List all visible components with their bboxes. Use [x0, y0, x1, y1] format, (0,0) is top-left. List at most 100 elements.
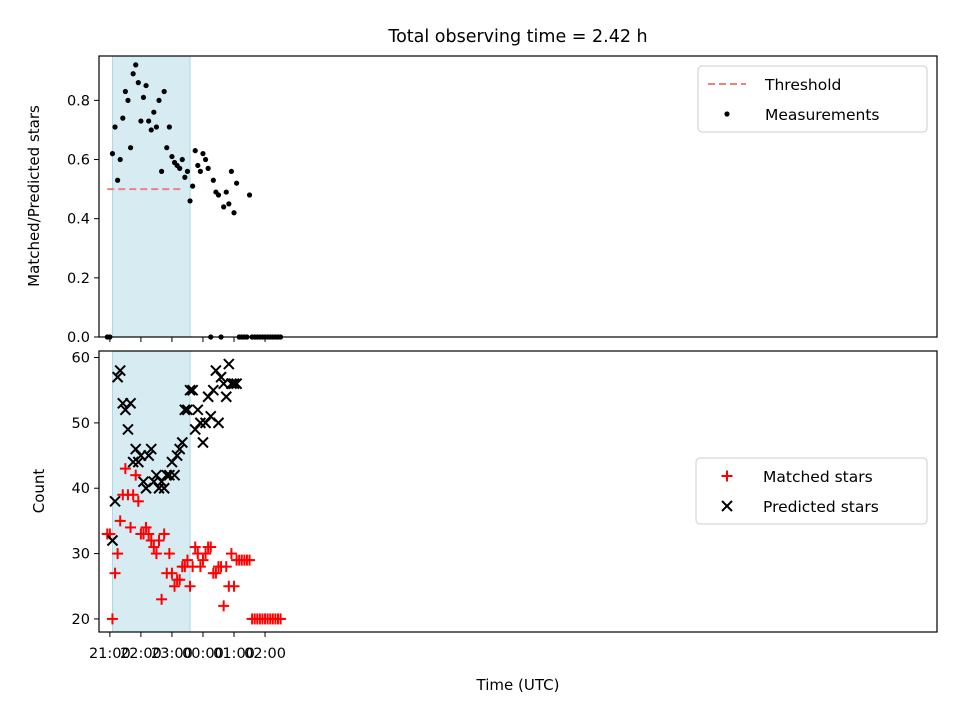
- matched-star-point: [132, 495, 144, 507]
- matched-star-point: [156, 593, 168, 605]
- matched-star-point: [197, 554, 209, 566]
- legend-matched-swatch: [721, 470, 733, 482]
- measurement-point: [156, 97, 162, 103]
- predicted-star-point: [228, 377, 240, 390]
- predicted-star-point: [184, 384, 196, 396]
- x-axis-label: Time (UTC): [476, 676, 560, 694]
- x-tick-label: 00:00: [182, 646, 224, 662]
- measurement-point: [202, 156, 209, 163]
- predicted-star-point: [153, 482, 165, 494]
- measurement-point: [215, 192, 222, 198]
- matched-star-point: [106, 613, 118, 625]
- legend-box: [695, 457, 928, 525]
- y-tick-label: 50: [72, 416, 90, 432]
- predicted-star-point: [142, 449, 155, 462]
- predicted-star-point: [215, 371, 227, 383]
- legend-box: [697, 65, 928, 133]
- y-tick-label: 0.4: [67, 212, 90, 228]
- predicted-star-point: [158, 482, 170, 494]
- measurement-point: [226, 201, 232, 207]
- predicted-star-point: [173, 443, 186, 455]
- measurement-point: [233, 180, 240, 186]
- measurement-point: [161, 88, 167, 95]
- matched-star-point: [194, 561, 206, 573]
- measurement-point: [205, 165, 211, 171]
- measurement-point: [210, 177, 216, 183]
- matched-star-point: [218, 600, 230, 612]
- measurement-point: [138, 118, 144, 124]
- measurement-point: [153, 124, 160, 130]
- observing-window-span: [111, 350, 191, 633]
- measurement-point: [158, 168, 165, 174]
- x-tick-label: 01:00: [213, 646, 255, 662]
- measurement-point: [182, 174, 188, 180]
- matched-star-point: [119, 463, 131, 475]
- top-plot-area: 0.0 0.2 0.4 0.6 0.8: [67, 55, 938, 346]
- bottom-axes-frame: [98, 350, 938, 633]
- chart-title: Total observing time = 2.42 h: [387, 27, 647, 47]
- matched-star-point: [166, 567, 178, 579]
- measurement-point: [135, 80, 141, 86]
- predicted-star-point: [181, 404, 194, 416]
- matched-star-point: [158, 528, 170, 540]
- x-tick-label: 02:00: [244, 646, 286, 662]
- measurement-point: [122, 88, 128, 95]
- x-tick-label: 21:00: [89, 646, 131, 662]
- matched-star-point: [127, 489, 139, 501]
- measurement-point: [151, 109, 157, 115]
- y-tick-label: 0.0: [67, 330, 90, 346]
- measurement-point: [120, 115, 126, 121]
- predicted-star-point: [194, 417, 207, 429]
- predicted-star-point: [223, 358, 235, 370]
- predicted-star-point: [168, 469, 181, 481]
- matched-star-point: [225, 548, 237, 560]
- predicted-star-point: [220, 391, 232, 403]
- matched-star-point: [205, 541, 217, 553]
- matched-star-point: [244, 554, 256, 566]
- predicted-star-point: [163, 469, 176, 481]
- measurement-point: [143, 82, 149, 89]
- top-legend: Threshold Measurements: [697, 65, 928, 133]
- measurement-point: [115, 177, 121, 183]
- measurement-point: [223, 189, 229, 195]
- predicted-star-point: [192, 404, 204, 416]
- x-tick-label: 23:00: [151, 646, 193, 662]
- matched-star-point: [184, 580, 196, 592]
- measurement-point: [146, 118, 152, 124]
- legend-measurements-label: Measurements: [765, 106, 880, 124]
- measurement-point: [190, 183, 196, 189]
- measurement-point: [133, 62, 139, 68]
- measurement-point: [148, 127, 154, 133]
- predicted-star-point: [122, 423, 134, 436]
- observing-window-span: [111, 55, 191, 338]
- measurement-point: [221, 204, 227, 210]
- measurement-point: [195, 162, 201, 169]
- y-tick-label: 60: [72, 351, 90, 367]
- predicted-star-point: [132, 456, 145, 468]
- y-tick-label: 40: [72, 481, 90, 497]
- predicted-star-point: [106, 534, 119, 547]
- matched-star-point: [114, 515, 126, 527]
- matched-star-point: [150, 548, 162, 560]
- matched-star-point: [210, 567, 222, 579]
- predicted-star-point: [124, 397, 137, 409]
- matched-star-point: [130, 469, 142, 481]
- matched-star-point: [169, 580, 181, 592]
- matched-star-point: [189, 541, 201, 553]
- measurement-point: [140, 94, 147, 101]
- predicted-star-point: [225, 377, 238, 390]
- matched-star-point: [143, 528, 155, 540]
- legend-measurements-swatch: [724, 111, 730, 117]
- measurement-point: [169, 153, 175, 160]
- matched-star-point: [140, 521, 152, 533]
- predicted-star-point: [145, 443, 157, 455]
- predicted-star-point: [179, 404, 191, 416]
- matched-star-point: [125, 521, 137, 533]
- bottom-panel: 20 30 40 50 60 21:0022:0023:0000:0001:0002:00…: [30, 350, 938, 694]
- measurement-point: [112, 124, 118, 130]
- predicted-star-point: [137, 475, 150, 488]
- legend-predicted-label: Predicted stars: [763, 498, 879, 516]
- matched-star-point: [112, 548, 124, 560]
